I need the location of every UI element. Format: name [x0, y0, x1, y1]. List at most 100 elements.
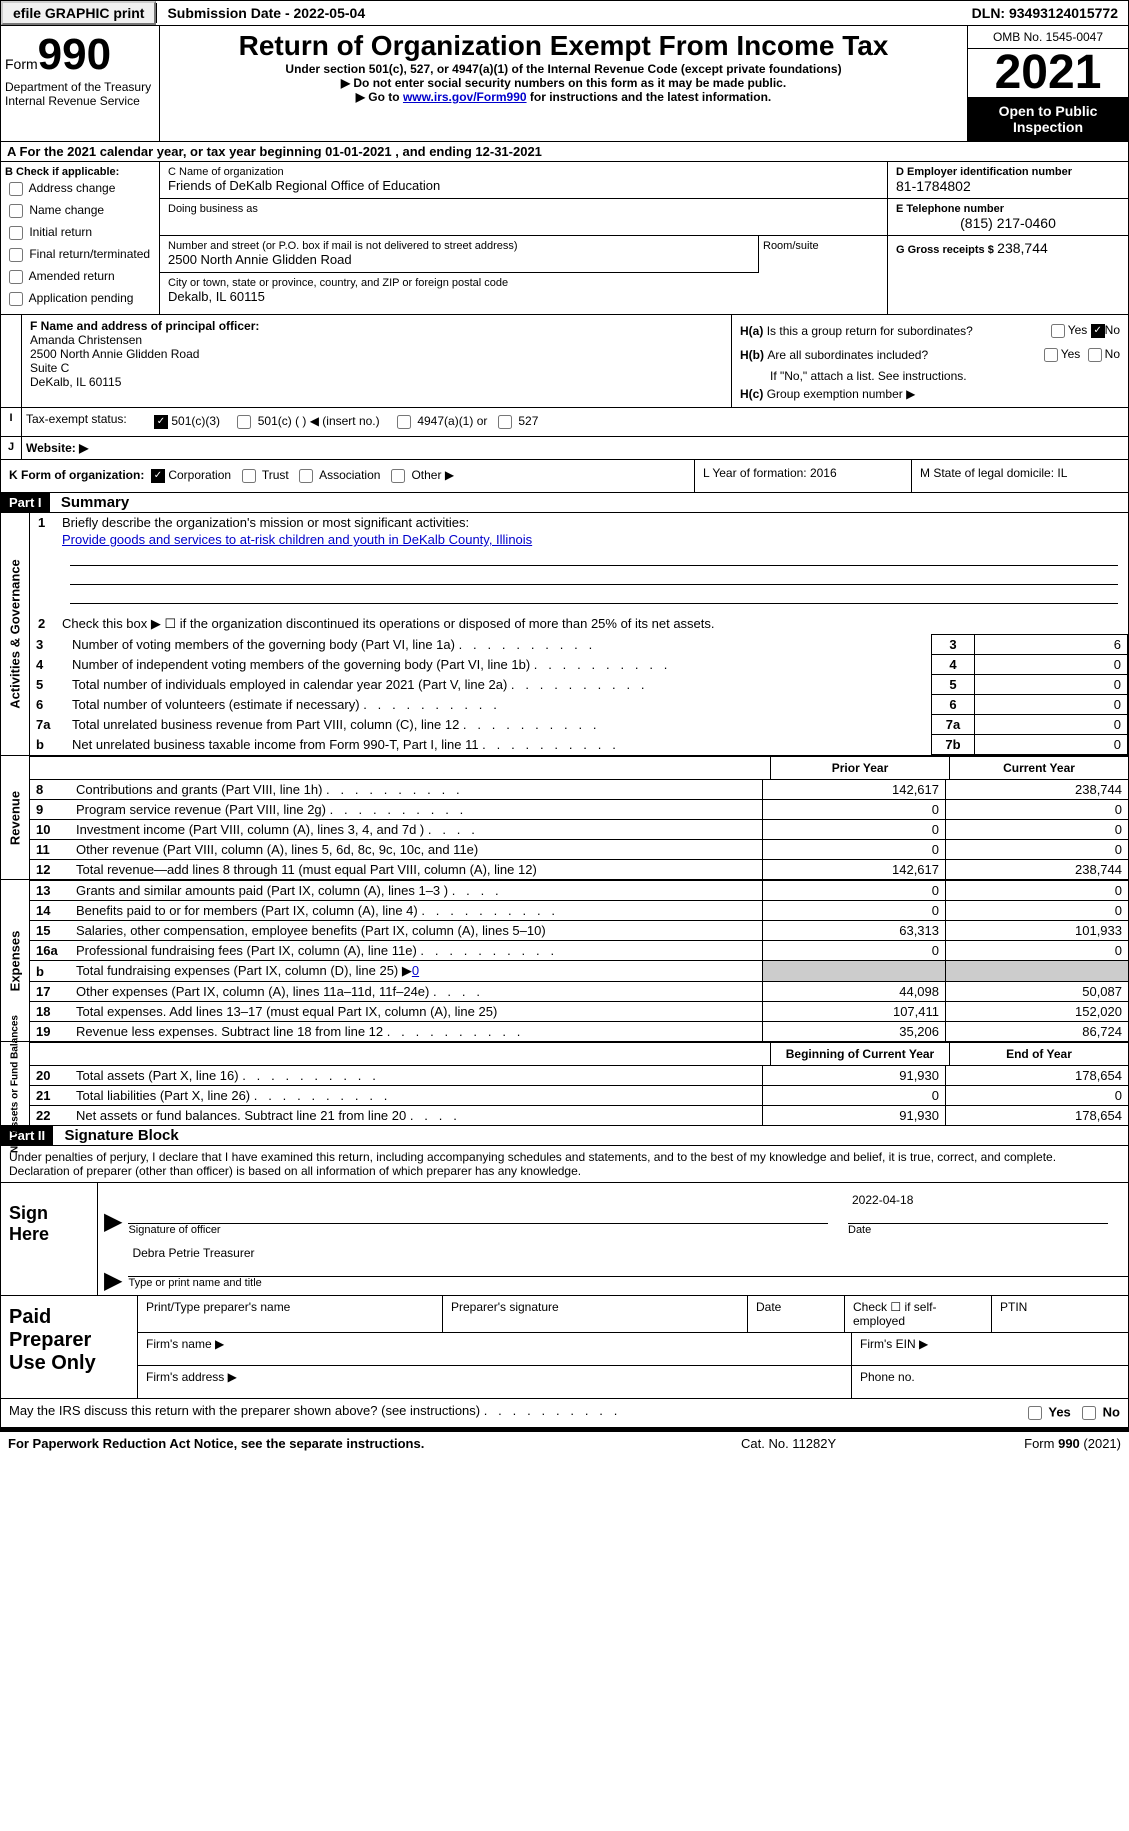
preparer-ptin-label: PTIN [992, 1296, 1128, 1332]
line-19-py: 35,206 [763, 1022, 946, 1042]
527-checkbox[interactable] [498, 415, 512, 429]
city-value: Dekalb, IL 60115 [168, 289, 879, 304]
line-22-text: Net assets or fund balances. Subtract li… [76, 1108, 406, 1123]
line-7a-text: Total unrelated business revenue from Pa… [72, 717, 459, 732]
4947-label: 4947(a)(1) or [417, 414, 487, 428]
org-name-value: Friends of DeKalb Regional Office of Edu… [168, 178, 879, 193]
line-3-val: 6 [975, 635, 1128, 655]
address-change-checkbox[interactable] [9, 182, 23, 196]
netassets-table: 20Total assets (Part X, line 16)91,93017… [30, 1065, 1128, 1125]
firm-phone-label: Phone no. [852, 1366, 1128, 1398]
gross-receipts-label: G Gross receipts $ [896, 244, 994, 256]
paperwork-notice: For Paperwork Reduction Act Notice, see … [8, 1436, 741, 1451]
line-17-text: Other expenses (Part IX, column (A), lin… [76, 984, 429, 999]
line-2-text: Check this box ▶ ☐ if the organization d… [62, 616, 1120, 632]
line-17-cy: 50,087 [946, 982, 1129, 1002]
discuss-no-checkbox[interactable] [1082, 1406, 1096, 1420]
firm-ein-label: Firm's EIN ▶ [852, 1333, 1128, 1365]
arrow-icon: ▶ [98, 1207, 128, 1236]
line-17-py: 44,098 [763, 982, 946, 1002]
line-22-py: 91,930 [763, 1106, 946, 1126]
line-16a-cy: 0 [946, 941, 1129, 961]
line-18-cy: 152,020 [946, 1002, 1129, 1022]
4947-checkbox[interactable] [397, 415, 411, 429]
sign-here-block: Sign Here ▶ Signature of officer 2022-04… [0, 1183, 1129, 1296]
501c-checkbox[interactable] [237, 415, 251, 429]
discuss-row: May the IRS discuss this return with the… [0, 1399, 1129, 1428]
sign-date-label: Date [848, 1224, 1108, 1236]
corp-checkbox-filled[interactable]: ✓ [151, 469, 165, 483]
line-20-py: 91,930 [763, 1066, 946, 1086]
other-label: Other ▶ [411, 468, 454, 482]
arrow-icon-2: ▶ [98, 1266, 128, 1295]
governance-label: Activities & Governance [8, 559, 23, 709]
footer-form-num: 990 [1058, 1436, 1080, 1451]
line-12-cy: 238,744 [946, 860, 1129, 880]
officer-signature-label: Signature of officer [128, 1224, 828, 1236]
officer-signature-line [128, 1193, 828, 1224]
ha-no-checkbox-filled[interactable]: ✓ [1091, 324, 1105, 338]
gross-receipts-value: 238,744 [997, 240, 1048, 256]
fundraising-link[interactable]: 0 [412, 963, 419, 978]
trust-checkbox[interactable] [242, 469, 256, 483]
no-label: No [1105, 323, 1120, 337]
discuss-text: May the IRS discuss this return with the… [9, 1403, 480, 1418]
line-6-val: 0 [975, 695, 1128, 715]
preparer-title: Paid Preparer Use Only [1, 1296, 138, 1398]
section-bcd: B Check if applicable: Address change Na… [0, 162, 1129, 315]
line-15-cy: 101,933 [946, 921, 1129, 941]
name-change-checkbox[interactable] [9, 204, 23, 218]
line-13-cy: 0 [946, 881, 1129, 901]
cat-number: Cat. No. 11282Y [741, 1436, 941, 1451]
preparer-block: Paid Preparer Use Only Print/Type prepar… [0, 1296, 1129, 1399]
section-d: D Employer identification number 81-1784… [888, 162, 1128, 314]
dln-number: DLN: 93493124015772 [962, 3, 1128, 23]
line-14-text: Benefits paid to or for members (Part IX… [76, 903, 418, 918]
hb-no-checkbox[interactable] [1088, 348, 1102, 362]
address-value: 2500 North Annie Glidden Road [168, 252, 750, 267]
mission-link[interactable]: Provide goods and services to at-risk ch… [62, 532, 532, 547]
ha-label: H(a) [740, 324, 763, 338]
ha-yes-checkbox[interactable] [1051, 324, 1065, 338]
line-13-text: Grants and similar amounts paid (Part IX… [76, 883, 448, 898]
sign-date-value: 2022-04-18 [848, 1193, 1108, 1224]
application-pending-label: Application pending [29, 291, 134, 305]
line-14-cy: 0 [946, 901, 1129, 921]
officer-label: F Name and address of principal officer: [30, 319, 723, 333]
line-21-text: Total liabilities (Part X, line 26) [76, 1088, 250, 1103]
application-pending-checkbox[interactable] [9, 292, 23, 306]
final-return-label: Final return/terminated [29, 247, 150, 261]
discuss-yes-checkbox[interactable] [1028, 1406, 1042, 1420]
hb-label: H(b) [740, 348, 764, 362]
hb-yes-checkbox[interactable] [1044, 348, 1058, 362]
assoc-checkbox[interactable] [299, 469, 313, 483]
other-checkbox[interactable] [391, 469, 405, 483]
header-title-block: Return of Organization Exempt From Incom… [160, 26, 967, 141]
mission-line-3 [70, 585, 1118, 604]
form-number: 990 [38, 30, 111, 79]
amended-return-checkbox[interactable] [9, 270, 23, 284]
prior-year-header: Prior Year [770, 757, 949, 779]
officer-addr2: Suite C [30, 361, 723, 375]
irs-link[interactable]: www.irs.gov/Form990 [403, 90, 527, 104]
org-name-label: C Name of organization [168, 166, 879, 178]
no-label-2: No [1105, 347, 1120, 361]
line-2-num: 2 [38, 616, 62, 632]
line-10-cy: 0 [946, 820, 1129, 840]
final-return-checkbox[interactable] [9, 248, 23, 262]
netassets-label: Net Assets or Fund Balances [10, 1014, 21, 1152]
initial-return-label: Initial return [29, 225, 92, 239]
line-1-text: Briefly describe the organization's miss… [62, 515, 1120, 530]
501c3-checkbox-filled[interactable]: ✓ [154, 415, 168, 429]
corp-label: Corporation [168, 468, 231, 482]
perjury-text: Under penalties of perjury, I declare th… [0, 1146, 1129, 1183]
address-change-label: Address change [29, 181, 116, 195]
mission-line-1 [70, 547, 1118, 566]
phone-label: E Telephone number [896, 203, 1120, 215]
initial-return-checkbox[interactable] [9, 226, 23, 240]
ha-text: Is this a group return for subordinates? [767, 324, 1047, 338]
efile-print-button[interactable]: efile GRAPHIC print [1, 1, 156, 25]
line-6-text: Total number of volunteers (estimate if … [72, 697, 360, 712]
form-org-label: K Form of organization: [9, 468, 144, 482]
form-title: Return of Organization Exempt From Incom… [164, 30, 963, 62]
